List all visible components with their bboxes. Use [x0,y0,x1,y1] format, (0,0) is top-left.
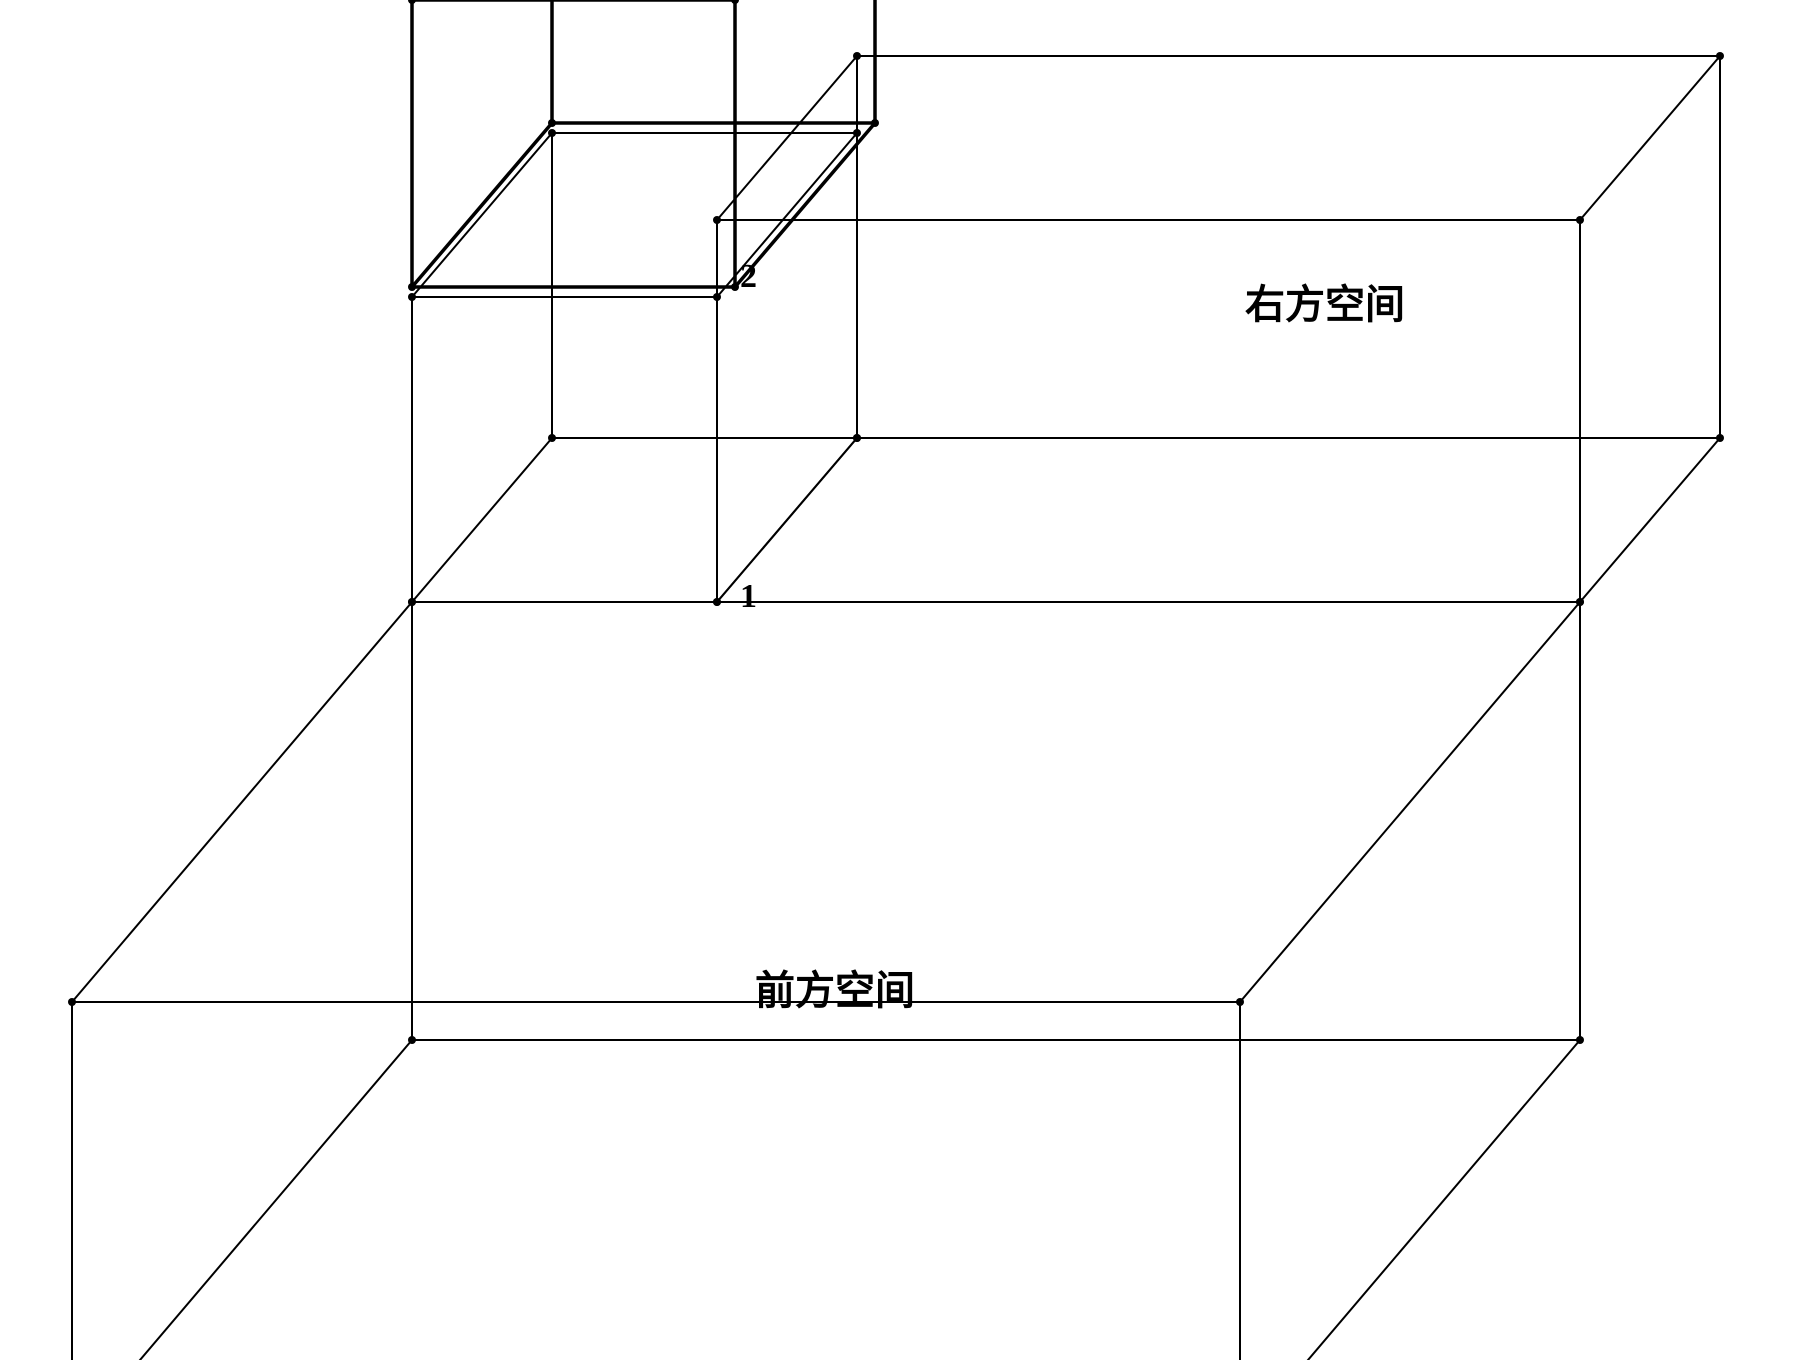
label-front-space: 前方空间 [755,958,915,1016]
label-right-space: 右方空间 [1245,272,1405,330]
diagram-svg [0,0,1802,1360]
label-1: 1 [740,578,757,616]
label-2: 2 [740,258,757,296]
